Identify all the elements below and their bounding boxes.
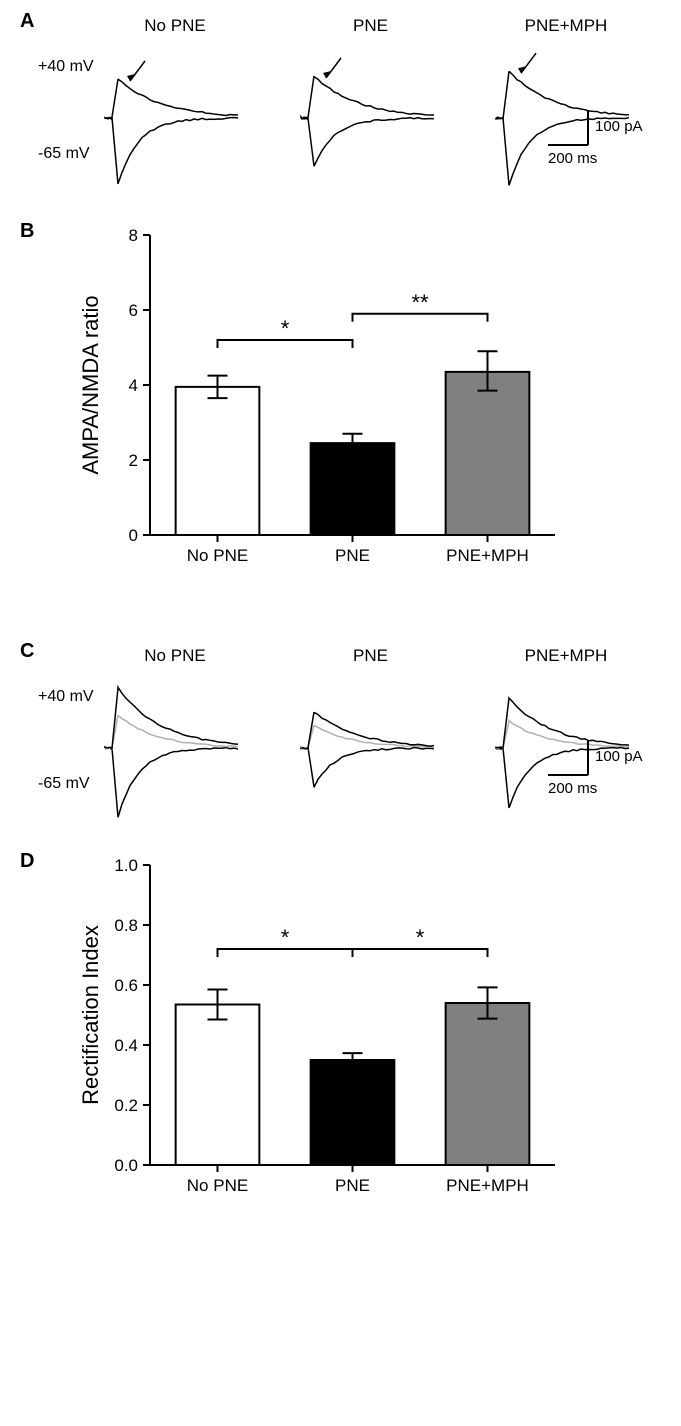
- bar: [176, 1005, 260, 1166]
- panel-c-label: C: [20, 640, 34, 663]
- trace-group-label: PNE+MPH: [525, 16, 608, 36]
- sig-label: *: [281, 316, 290, 341]
- scale-c-h: 200 ms: [548, 780, 597, 797]
- y-tick-label: 0.2: [114, 1096, 138, 1115]
- x-tick-label: No PNE: [187, 1176, 248, 1195]
- panel-c: C +40 mV -65 mV No PNE PNE PNE+MPH 100 pA …: [20, 640, 661, 840]
- scale-c-v: 100 pA: [595, 748, 643, 765]
- x-tick-label: PNE: [335, 546, 370, 565]
- panel-d: D 0.0 0.2 0.4 0.6 0.8 1.0 No PNE PNE PNE+MPH * * Re…: [20, 850, 661, 1230]
- x-tick-label: PNE+MPH: [446, 1176, 529, 1195]
- y-tick-label: 8: [129, 226, 138, 245]
- trace-group: No PNE: [90, 16, 260, 198]
- panel-a: A +40 mV -65 mV No PNE PNE PNE+MPH 100 pA …: [20, 10, 661, 210]
- trace-group-label: PNE+MPH: [525, 646, 608, 666]
- panel-a-volt-top: +40 mV: [38, 58, 94, 76]
- panel-d-label: D: [20, 850, 34, 873]
- trace-group: PNE: [286, 646, 456, 828]
- trace-group-label: PNE: [353, 646, 388, 666]
- scale-a-h: 200 ms: [548, 150, 597, 167]
- panel-c-volt-bottom: -65 mV: [38, 775, 90, 793]
- panel-c-scalebar: 100 pA 200 ms: [533, 735, 643, 805]
- bar-chart-rectification: 0.0 0.2 0.4 0.6 0.8 1.0 No PNE PNE PNE+MPH * * Rect…: [75, 850, 575, 1210]
- y-tick-label: 6: [129, 301, 138, 320]
- y-tick-label: 0.6: [114, 976, 138, 995]
- scale-a-v: 100 pA: [595, 118, 643, 135]
- y-tick-label: 0: [129, 526, 138, 545]
- sig-bracket: [353, 314, 488, 322]
- trace-group: No PNE: [90, 646, 260, 828]
- trace-group-label: No PNE: [144, 646, 205, 666]
- trace-svg: [100, 38, 250, 198]
- bar: [446, 1003, 530, 1165]
- panel-c-volt-top: +40 mV: [38, 688, 94, 706]
- panel-b: B 02468No PNEPNEPNE+MPH***AMPA/NMDA rati…: [20, 220, 661, 600]
- x-tick-label: PNE: [335, 1176, 370, 1195]
- trace-svg: [296, 38, 446, 198]
- trace-svg: [100, 668, 250, 828]
- y-axis-label: AMPA/NMDA ratio: [78, 295, 103, 474]
- sig-bracket: [353, 949, 488, 957]
- panel-b-label: B: [20, 220, 34, 243]
- sig-bracket: [218, 949, 353, 957]
- bar: [176, 387, 260, 535]
- x-tick-label: PNE+MPH: [446, 546, 529, 565]
- trace-group: PNE: [286, 16, 456, 198]
- sig-label: **: [411, 290, 429, 315]
- y-tick-label: 0.0: [114, 1156, 138, 1175]
- y-axis-label: Rectification Index: [78, 925, 103, 1105]
- y-tick-label: 2: [129, 451, 138, 470]
- sig-label: *: [281, 925, 290, 950]
- bar: [446, 372, 530, 535]
- x-tick-label: No PNE: [187, 546, 248, 565]
- bar: [311, 1060, 395, 1165]
- y-tick-label: 0.4: [114, 1036, 138, 1055]
- y-tick-label: 4: [129, 376, 138, 395]
- y-tick-label: 1.0: [114, 856, 138, 875]
- panel-a-volt-bottom: -65 mV: [38, 145, 90, 163]
- bar: [311, 443, 395, 535]
- bar-chart-ampa-nmda: 02468No PNEPNEPNE+MPH***AMPA/NMDA ratio: [75, 220, 575, 580]
- trace-svg: [296, 668, 446, 828]
- trace-group-label: PNE: [353, 16, 388, 36]
- panel-a-scalebar: 100 pA 200 ms: [533, 105, 643, 175]
- y-tick-label: 0.8: [114, 916, 138, 935]
- sig-bracket: [218, 340, 353, 348]
- sig-label: *: [416, 925, 425, 950]
- panel-a-label: A: [20, 10, 34, 33]
- trace-group-label: No PNE: [144, 16, 205, 36]
